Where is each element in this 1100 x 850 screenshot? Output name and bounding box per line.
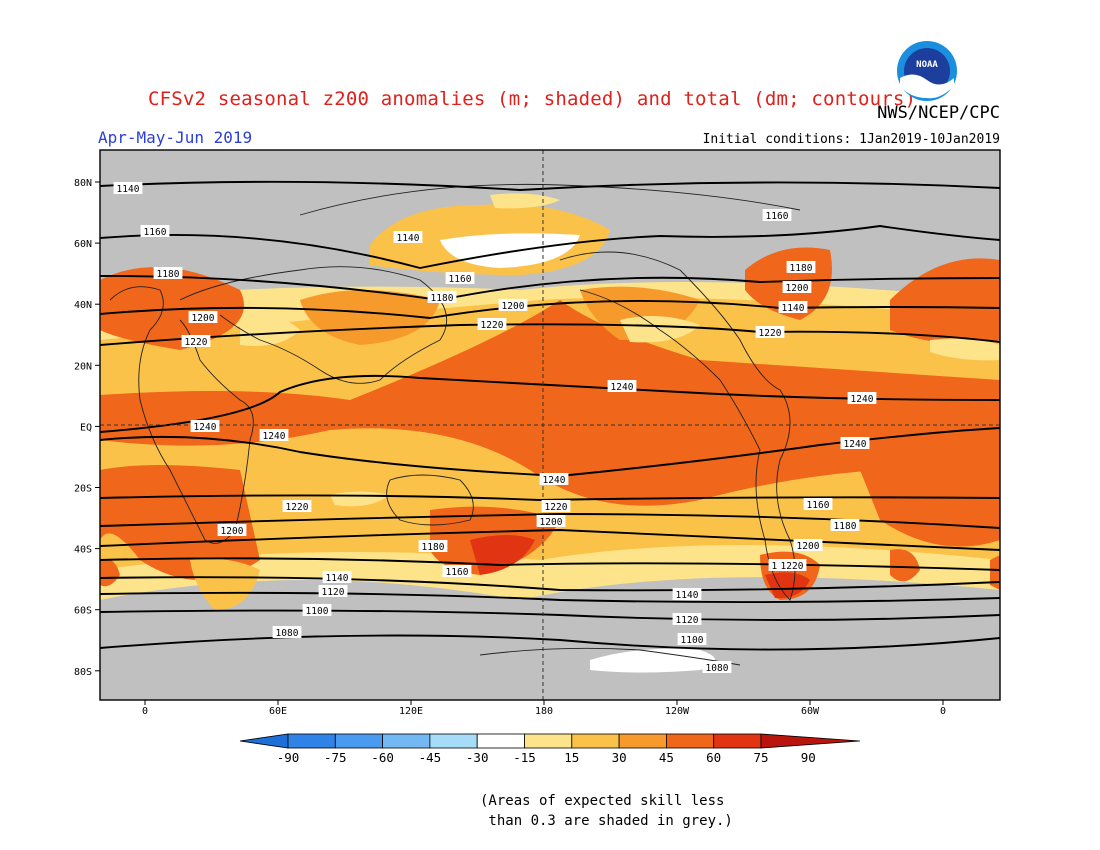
- contour-label: 1100: [681, 635, 704, 646]
- skill-note: (Areas of expected skill less than 0.3 a…: [480, 793, 733, 829]
- contour-label: 1160: [144, 227, 167, 238]
- latitude-label: EQ: [80, 422, 92, 433]
- contour-label: 1220: [545, 502, 568, 513]
- contour-label: 1180: [834, 521, 857, 532]
- anomaly-shading: [100, 150, 1000, 700]
- contour-label: 1200: [786, 283, 809, 294]
- contour-label: 1140: [397, 233, 420, 244]
- contour-label: 1180: [157, 269, 180, 280]
- contour-label: 1220: [286, 502, 309, 513]
- contour-label: 1220: [481, 320, 504, 331]
- contour-label: 1200: [502, 301, 525, 312]
- contour-label: 1240: [844, 439, 867, 450]
- contour-label: 1120: [676, 615, 699, 626]
- contour-label: 1140: [326, 573, 349, 584]
- longitude-label: 60W: [801, 706, 820, 717]
- contour-label: 1140: [782, 303, 805, 314]
- latitude-label: 20S: [74, 484, 92, 495]
- contour-label: 1140: [676, 590, 699, 601]
- contour-label: 1200: [540, 517, 563, 528]
- latitude-label: 80N: [74, 178, 92, 189]
- contour-label: 1240: [611, 382, 634, 393]
- agency-label: NWS/NCEP/CPC: [877, 103, 1000, 123]
- contour-label: 1160: [766, 211, 789, 222]
- contour-label: 1240: [194, 422, 217, 433]
- map-frame: [99, 149, 1001, 701]
- contour-label: 1240: [851, 394, 874, 405]
- latitude-label: 80S: [74, 667, 92, 678]
- contour-label: 1200: [192, 313, 215, 324]
- latitude-label: 40N: [74, 300, 92, 311]
- season-label: Apr-May-Jun 2019: [98, 128, 253, 147]
- contour-label: 1160: [449, 274, 472, 285]
- longitude-label: 120W: [665, 706, 690, 717]
- longitude-label: 120E: [399, 706, 423, 717]
- contour-label: 1180: [422, 542, 445, 553]
- contour-label: 1180: [790, 263, 813, 274]
- contour-labels: 1140 1160 1180 1200 1220 1240 1240 1240 1240 1240…: [113, 182, 877, 674]
- noaa-logo-text: NOAA: [916, 60, 938, 70]
- noaa-logo: NOAA: [897, 41, 957, 101]
- contour-label: 1240: [543, 475, 566, 486]
- latitude-label: 60S: [74, 606, 92, 617]
- contour-label: 1220: [759, 328, 782, 339]
- contour-label: 1180: [431, 293, 454, 304]
- contour-label: 1160: [446, 567, 469, 578]
- contour-label: 1200: [797, 541, 820, 552]
- contour-label: 1220: [185, 337, 208, 348]
- contour-label: 1080: [706, 663, 729, 674]
- contour-label: 1160: [807, 500, 830, 511]
- contour-label: 1120: [322, 587, 345, 598]
- contour-label: 1140: [117, 184, 140, 195]
- map-title: CFSv2 seasonal z200 anomalies (m; shaded…: [148, 88, 917, 110]
- latitude-label: 40S: [74, 545, 92, 556]
- contour-label: 1100: [306, 606, 329, 617]
- longitude-label: 0: [142, 706, 148, 717]
- contour-label: 1220: [781, 561, 804, 572]
- longitude-label: 0: [940, 706, 946, 717]
- contour-label: 1200: [221, 526, 244, 537]
- longitude-label: 180: [535, 706, 553, 717]
- contour-label: 1240: [263, 431, 286, 442]
- initial-conditions-label: Initial conditions: 1Jan2019-10Jan2019: [702, 132, 1000, 147]
- latitude-label: 20N: [74, 361, 92, 372]
- contour-label: 1080: [276, 628, 299, 639]
- longitude-axis: 0 60E 120E 180 120W 60W 0: [142, 700, 946, 717]
- latitude-axis: 80N 60N 40N 20N EQ 20S 40S 60S 80S: [74, 178, 100, 678]
- latitude-label: 60N: [74, 239, 92, 250]
- longitude-label: 60E: [269, 706, 287, 717]
